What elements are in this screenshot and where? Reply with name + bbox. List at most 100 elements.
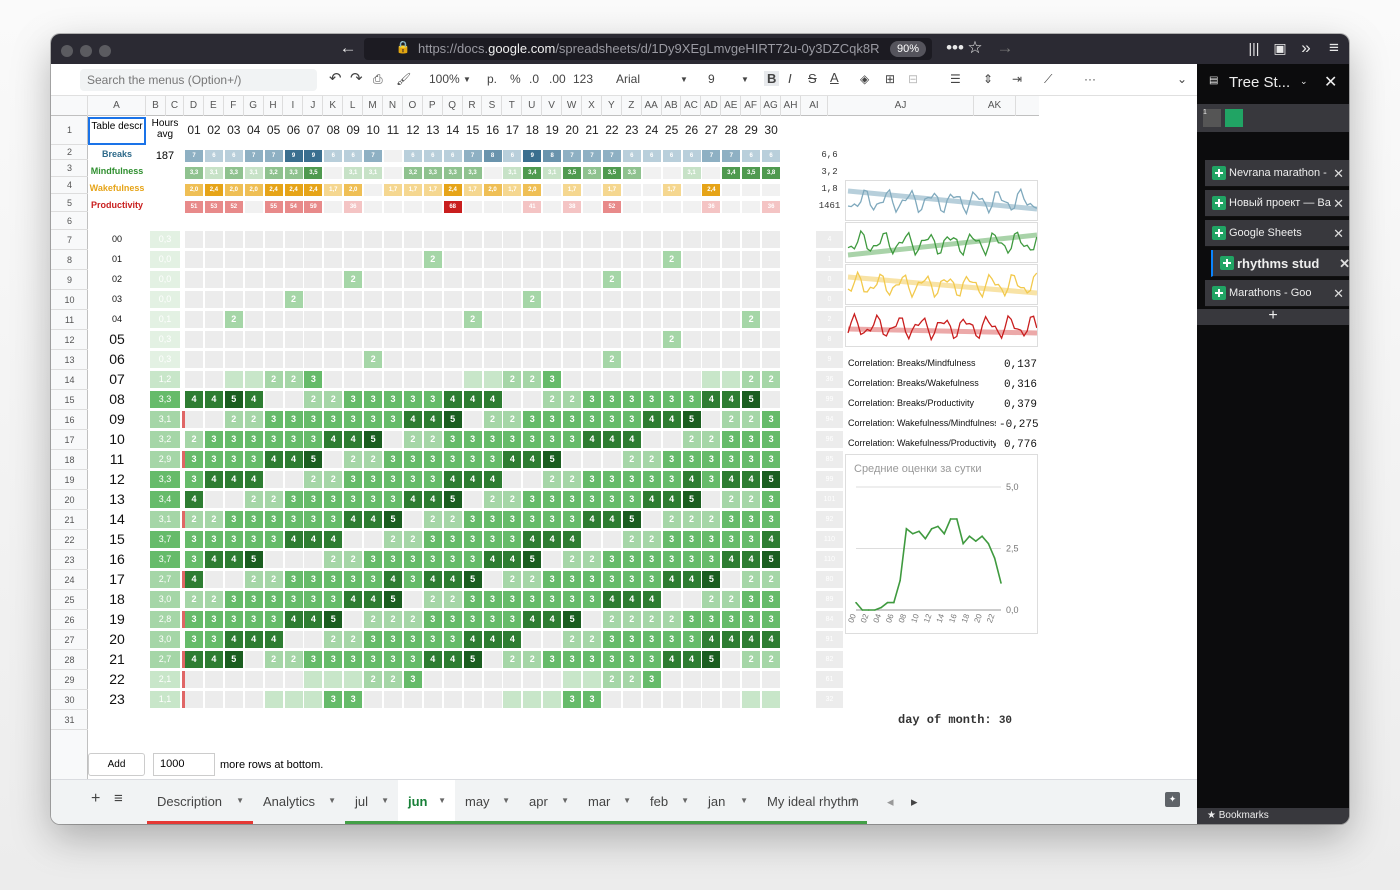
chevron-down-icon[interactable]: ▼ — [681, 796, 689, 805]
heat-cell[interactable]: 2 — [563, 391, 582, 408]
metric-cell[interactable]: 3,3 — [284, 167, 303, 179]
heat-cell[interactable] — [324, 671, 343, 688]
heat-cell[interactable] — [244, 311, 263, 328]
heat-cell[interactable]: 3 — [583, 491, 601, 508]
row-header[interactable]: 9 — [51, 270, 88, 290]
column-header[interactable]: AE — [721, 96, 742, 116]
text-wrap-icon[interactable]: ⇥ — [1012, 72, 1023, 86]
metric-cell[interactable]: 2,4 — [204, 184, 223, 196]
heat-cell[interactable] — [304, 551, 323, 568]
heat-cell[interactable] — [364, 271, 383, 288]
heat-cell[interactable]: 3 — [364, 491, 383, 508]
heat-cell[interactable]: 4 — [622, 591, 641, 608]
metric-cell[interactable] — [662, 167, 681, 179]
heat-cell[interactable]: 2 — [662, 251, 681, 268]
heat-cell[interactable]: 3 — [742, 591, 761, 608]
metric-cell[interactable]: 6 — [742, 150, 761, 162]
heat-cell[interactable] — [583, 231, 601, 248]
row-header[interactable]: 5 — [51, 194, 88, 212]
heat-cell[interactable] — [702, 411, 721, 428]
row-header[interactable]: 25 — [51, 590, 88, 610]
heat-cell[interactable]: 3 — [762, 611, 781, 628]
heat-cell[interactable]: 3 — [602, 471, 621, 488]
row-header[interactable]: 21 — [51, 510, 88, 530]
heat-cell[interactable] — [284, 251, 303, 268]
heat-cell[interactable] — [622, 331, 641, 348]
heat-cell[interactable] — [264, 391, 283, 408]
heat-cell[interactable]: 5 — [543, 451, 562, 468]
metric-cell[interactable] — [543, 184, 562, 196]
heat-cell[interactable] — [204, 691, 223, 708]
paint-format-icon[interactable]: 🖌 — [396, 72, 412, 86]
metric-cell[interactable]: 3,5 — [742, 167, 761, 179]
heat-cell[interactable] — [523, 351, 542, 368]
heat-cell[interactable]: 4 — [483, 631, 502, 648]
metric-cell[interactable]: 1,7 — [403, 184, 422, 196]
heat-cell[interactable]: 3 — [443, 631, 462, 648]
heat-cell[interactable] — [583, 351, 601, 368]
pinned-tab-2[interactable] — [1225, 109, 1243, 127]
chevron-down-icon[interactable]: ▼ — [623, 796, 631, 805]
metric-cell[interactable] — [503, 201, 522, 213]
heat-cell[interactable] — [543, 351, 562, 368]
heat-cell[interactable]: 3 — [443, 551, 462, 568]
metric-cell[interactable] — [642, 167, 661, 179]
heat-cell[interactable] — [523, 391, 542, 408]
heat-cell[interactable]: 3 — [423, 631, 442, 648]
heat-cell[interactable]: 5 — [682, 491, 701, 508]
heat-cell[interactable]: 4 — [403, 411, 422, 428]
heat-cell[interactable] — [185, 251, 203, 268]
heat-cell[interactable] — [722, 671, 741, 688]
heat-cell[interactable] — [364, 331, 383, 348]
heat-cell[interactable] — [662, 671, 681, 688]
heat-cell[interactable] — [264, 351, 283, 368]
heat-cell[interactable]: 4 — [662, 491, 681, 508]
row-header[interactable]: 23 — [51, 550, 88, 570]
heat-cell[interactable] — [503, 351, 522, 368]
heat-cell[interactable] — [463, 351, 482, 368]
heat-cell[interactable] — [563, 311, 582, 328]
heat-cell[interactable] — [762, 691, 781, 708]
heat-cell[interactable]: 4 — [185, 571, 203, 588]
heat-cell[interactable]: 2 — [622, 451, 641, 468]
heat-cell[interactable] — [583, 251, 601, 268]
menu-search-input[interactable]: Search the menus (Option+/) — [80, 69, 317, 91]
heat-cell[interactable] — [742, 331, 761, 348]
sidebar-tab[interactable]: 5Google Sheets✕ — [1205, 220, 1349, 247]
heat-cell[interactable]: 5 — [742, 391, 761, 408]
heat-cell[interactable]: 3 — [662, 531, 681, 548]
heat-cell[interactable] — [224, 231, 243, 248]
heat-cell[interactable] — [463, 291, 482, 308]
heat-cell[interactable]: 3 — [742, 511, 761, 528]
heat-cell[interactable] — [742, 691, 761, 708]
heat-cell[interactable]: 2 — [523, 571, 542, 588]
heat-cell[interactable] — [503, 271, 522, 288]
heat-cell[interactable] — [702, 371, 721, 388]
heat-cell[interactable]: 4 — [503, 551, 522, 568]
heat-cell[interactable] — [185, 371, 203, 388]
heat-cell[interactable]: 2 — [742, 651, 761, 668]
sheet-tab[interactable]: mar ▼ — [578, 780, 640, 824]
heat-cell[interactable]: 4 — [344, 591, 363, 608]
heat-cell[interactable] — [702, 691, 721, 708]
heat-cell[interactable] — [304, 671, 323, 688]
sheet-tab[interactable]: jul ▼ — [345, 780, 398, 824]
heat-cell[interactable] — [722, 271, 741, 288]
heat-cell[interactable] — [543, 271, 562, 288]
heat-cell[interactable]: 2 — [204, 511, 223, 528]
fill-color-icon[interactable]: ◈ — [860, 72, 870, 86]
metric-cell[interactable]: 3,3 — [224, 167, 243, 179]
chevron-down-icon[interactable]: ▼ — [502, 796, 510, 805]
heat-cell[interactable]: 4 — [423, 571, 442, 588]
column-header[interactable]: AD — [701, 96, 722, 116]
heat-cell[interactable]: 4 — [443, 571, 462, 588]
heat-cell[interactable] — [224, 271, 243, 288]
heat-cell[interactable]: 3 — [244, 611, 263, 628]
heat-cell[interactable] — [423, 231, 442, 248]
heat-cell[interactable] — [742, 351, 761, 368]
sidebar-toggle-icon[interactable]: ▣ — [1273, 40, 1287, 56]
heat-cell[interactable] — [185, 351, 203, 368]
heat-cell[interactable] — [403, 291, 422, 308]
heat-cell[interactable]: 3 — [622, 471, 641, 488]
heat-cell[interactable] — [443, 691, 462, 708]
